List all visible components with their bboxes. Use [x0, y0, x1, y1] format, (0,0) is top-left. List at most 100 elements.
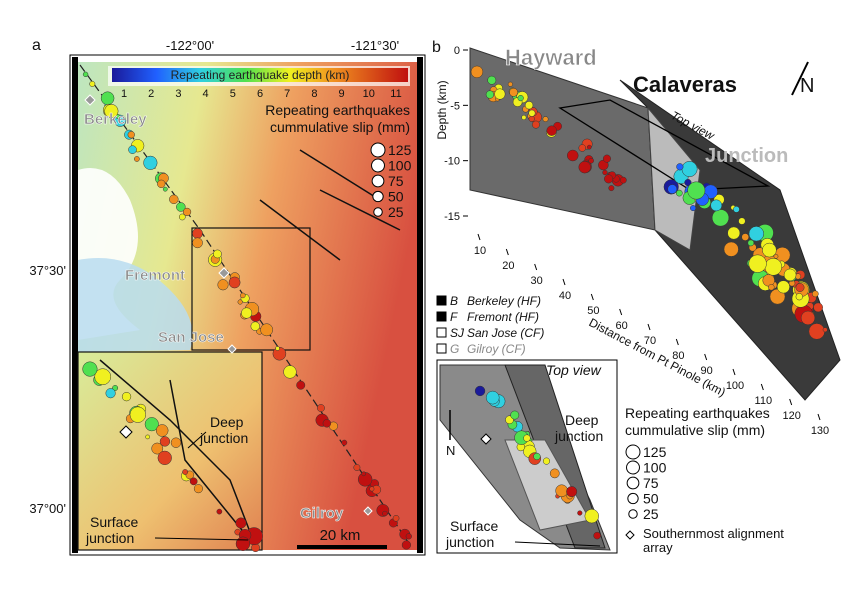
tick	[732, 368, 736, 376]
depth-tick-label: -10	[444, 156, 460, 168]
earthquake-symbol	[667, 184, 678, 194]
earthquake-symbol	[134, 156, 140, 162]
earthquake-symbol	[474, 385, 486, 397]
legend-label: 75	[388, 173, 404, 189]
lon-tick-label: -122°00'	[166, 38, 214, 53]
earthquake-symbol	[586, 144, 592, 150]
panel-label: b	[432, 39, 441, 56]
depth-tick-label: 0	[454, 45, 460, 57]
legend-marker	[625, 530, 635, 540]
inset-earthquakes	[474, 385, 601, 540]
inset-box	[191, 227, 311, 351]
legend-symbol	[625, 444, 641, 460]
earthquake-symbol	[235, 536, 251, 551]
north-label: N	[800, 75, 814, 97]
earthquake-symbol	[822, 327, 828, 333]
earthquake-symbol	[275, 346, 280, 351]
earthquake-symbol	[808, 323, 825, 340]
north-arrow	[791, 61, 809, 96]
earthquake-symbol	[392, 514, 400, 522]
earthquake-symbol	[100, 91, 115, 106]
earthquake-symbol	[170, 437, 182, 448]
earthquake-symbol	[240, 292, 246, 299]
legend-title: cummulative slip (mm)	[270, 119, 410, 135]
colorbar-tick-label: 9	[339, 88, 345, 100]
earthquake-symbol	[748, 254, 767, 273]
annotation: junction	[554, 428, 603, 444]
earthquake-symbol	[578, 144, 586, 152]
annotation: Junction	[705, 145, 788, 167]
fault-trace	[259, 149, 401, 261]
site-name: Gilroy (CF)	[467, 342, 526, 356]
tick	[590, 293, 594, 301]
legend-symbol	[372, 190, 384, 203]
distance-tick-label: 90	[701, 365, 713, 377]
tick	[789, 398, 793, 406]
earthquake-symbol	[317, 404, 325, 412]
legend-symbol	[371, 174, 385, 188]
earthquake-symbol	[584, 508, 599, 524]
site-marker	[436, 311, 447, 322]
earthquake-symbol	[228, 276, 241, 289]
earthquake-symbol	[602, 169, 608, 176]
top-view-box	[558, 99, 771, 191]
earthquake-symbol	[143, 155, 158, 170]
legend-label: Southernmost alignment	[643, 526, 784, 541]
earthquake-symbol	[681, 161, 698, 177]
legend-symbol	[626, 476, 640, 490]
arrow	[154, 537, 249, 541]
site-code: F	[450, 310, 458, 324]
earthquake-symbol	[604, 174, 614, 184]
colorbar-tick-label: 3	[175, 88, 181, 100]
scale-bar	[297, 545, 387, 549]
place-label: Gilroy	[300, 505, 344, 522]
tick	[505, 248, 509, 256]
earthquake-symbol	[738, 217, 746, 225]
earthquake-symbol	[144, 417, 159, 432]
earthquake-symbol	[578, 161, 591, 174]
frame-bar	[72, 57, 78, 553]
depth-tick-label: -5	[450, 100, 460, 112]
earthquake-symbol	[566, 149, 579, 162]
distance-tick-label: 110	[755, 395, 773, 407]
earthquake-symbol	[675, 189, 683, 197]
earthquake-symbol	[127, 131, 135, 139]
colorbar-tick-label: 10	[363, 88, 375, 100]
distance-tick-label: 120	[782, 410, 800, 422]
legend-label: 25	[643, 506, 659, 522]
earthquake-symbol	[82, 71, 89, 78]
legend-label: 50	[388, 189, 404, 205]
earthquake-symbol	[89, 80, 96, 87]
earthquake-symbol	[157, 450, 172, 465]
annotation: junction	[199, 430, 248, 446]
hayward-plane	[469, 47, 656, 231]
earthquake-symbol	[128, 145, 137, 154]
site-legend: B Berkeley (HF) F Fremont (HF)SJ San Jose (C…	[436, 294, 544, 356]
earthquake-symbol	[542, 457, 551, 465]
annotation: Deep	[210, 414, 244, 430]
earthquake-symbol	[764, 258, 783, 276]
legend-symbol	[627, 492, 639, 505]
earthquake-symbol	[369, 486, 375, 492]
earthquake-symbol	[517, 94, 524, 102]
legend-label: 125	[388, 142, 412, 158]
earthquake-symbol	[272, 346, 287, 361]
earthquake-symbol	[783, 268, 797, 282]
earthquake-symbol	[121, 391, 132, 402]
legend-label: 100	[643, 460, 667, 476]
earthquake-symbol	[768, 284, 775, 291]
lat-tick-label: 37°00'	[29, 501, 66, 516]
tick	[562, 278, 566, 286]
colorbar-tick-label: 8	[311, 88, 317, 100]
site-marker	[436, 295, 447, 306]
earthquake-symbol	[795, 283, 805, 292]
earthquake-symbol	[322, 419, 332, 428]
earthquake-symbol	[283, 365, 297, 379]
legend-title: Repeating earthquakes	[265, 102, 410, 118]
earthquake-symbol	[155, 424, 169, 437]
earthquake-symbol	[684, 179, 692, 187]
earthquake-symbol	[216, 508, 223, 515]
lat-tick-label: 37°30'	[29, 263, 66, 278]
distance-tick-label: 50	[587, 305, 599, 317]
